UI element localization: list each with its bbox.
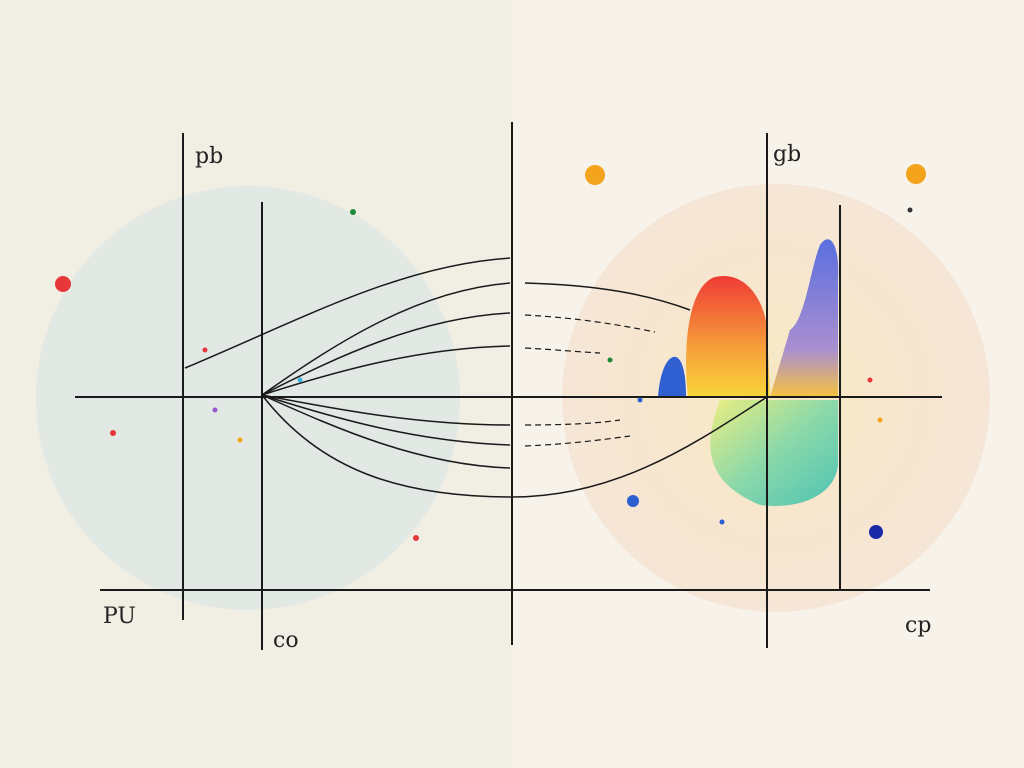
teal-blob [710,400,838,506]
curve [261,312,511,396]
dot [907,207,913,213]
dots [55,164,926,541]
label: cp [905,613,931,638]
curve [261,394,511,469]
curve [184,257,511,369]
dot [867,377,873,383]
label: PU [103,604,136,629]
dot [297,377,303,383]
label: gb [773,142,801,167]
dot [719,519,725,525]
curve [524,282,691,311]
dot [627,495,639,507]
big-curve [261,394,768,498]
curves [184,257,768,498]
dashed-curve [524,314,656,333]
dashed-curve [524,419,621,426]
dot [350,209,356,215]
dot [55,276,71,292]
curve [261,394,511,446]
dot [413,535,419,541]
dot [877,417,883,423]
dot [237,437,243,443]
blue-blob [770,239,839,397]
curve [261,394,511,426]
dot [585,165,605,185]
dot [110,430,116,436]
red-blob [686,275,770,397]
dashed-curve [524,347,601,354]
dot [212,407,218,413]
label: co [273,628,299,653]
dot [906,164,926,184]
label: pb [195,144,223,169]
dot [869,525,883,539]
axes [75,122,942,650]
curve [261,345,511,396]
dot [202,347,208,353]
dot [637,397,643,403]
dashed-curve [524,435,631,447]
curve [261,282,511,396]
dot [607,357,613,363]
blobs [658,239,839,506]
small-blue-blob [658,356,686,397]
